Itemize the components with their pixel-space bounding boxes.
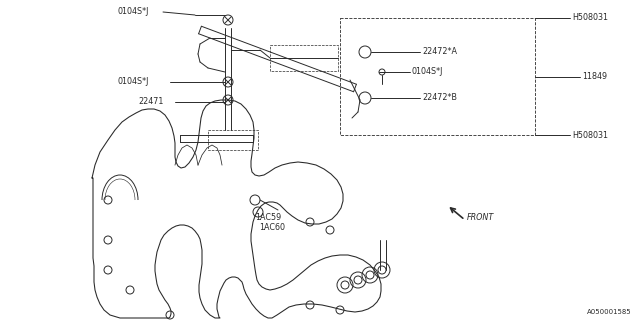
Bar [270,45,338,71]
Text: 11849: 11849 [582,72,607,81]
Text: 22471: 22471 [138,98,163,107]
Text: H508031: H508031 [572,131,608,140]
Text: 22472*A: 22472*A [422,47,457,57]
Text: A050001585: A050001585 [588,309,632,315]
Text: 0104S*J: 0104S*J [118,77,149,86]
Text: 0104S*J: 0104S*J [118,7,149,17]
Text: 1AC60: 1AC60 [259,222,285,231]
Text: 22472*B: 22472*B [422,93,457,102]
Text: 0104S*J: 0104S*J [412,68,444,76]
Text: 1AC59: 1AC59 [255,213,281,222]
Text: FRONT: FRONT [467,213,494,222]
Bar [340,18,535,135]
Bar [208,130,258,150]
Text: H508031: H508031 [572,13,608,22]
